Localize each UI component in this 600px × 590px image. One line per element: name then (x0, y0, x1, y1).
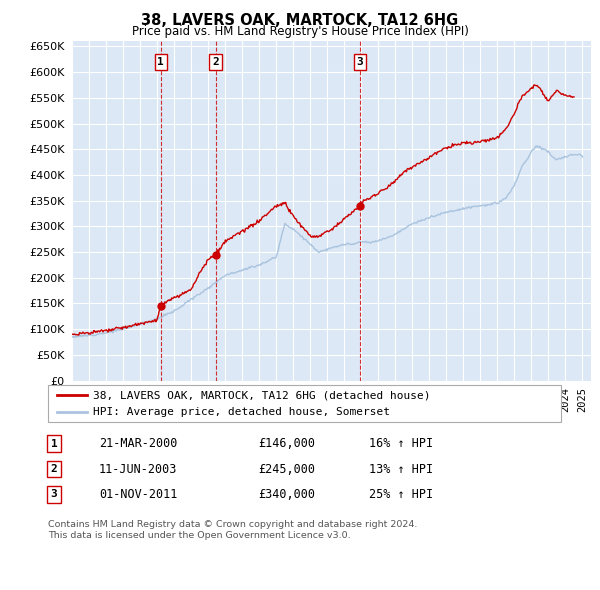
Text: 13% ↑ HPI: 13% ↑ HPI (369, 463, 433, 476)
Text: 01-NOV-2011: 01-NOV-2011 (99, 488, 178, 501)
Text: 3: 3 (356, 57, 363, 67)
Text: Price paid vs. HM Land Registry's House Price Index (HPI): Price paid vs. HM Land Registry's House … (131, 25, 469, 38)
Text: 1: 1 (157, 57, 164, 67)
Text: 16% ↑ HPI: 16% ↑ HPI (369, 437, 433, 450)
Text: This data is licensed under the Open Government Licence v3.0.: This data is licensed under the Open Gov… (48, 531, 350, 540)
Text: 11-JUN-2003: 11-JUN-2003 (99, 463, 178, 476)
Text: 38, LAVERS OAK, MARTOCK, TA12 6HG (detached house): 38, LAVERS OAK, MARTOCK, TA12 6HG (detac… (93, 390, 431, 400)
Text: 2: 2 (212, 57, 219, 67)
Text: 3: 3 (50, 490, 58, 499)
Text: 38, LAVERS OAK, MARTOCK, TA12 6HG: 38, LAVERS OAK, MARTOCK, TA12 6HG (142, 13, 458, 28)
Text: 21-MAR-2000: 21-MAR-2000 (99, 437, 178, 450)
Text: 1: 1 (50, 439, 58, 448)
Text: 25% ↑ HPI: 25% ↑ HPI (369, 488, 433, 501)
Text: Contains HM Land Registry data © Crown copyright and database right 2024.: Contains HM Land Registry data © Crown c… (48, 520, 418, 529)
Text: £245,000: £245,000 (258, 463, 315, 476)
Text: 2: 2 (50, 464, 58, 474)
Text: £340,000: £340,000 (258, 488, 315, 501)
Text: HPI: Average price, detached house, Somerset: HPI: Average price, detached house, Some… (93, 407, 390, 417)
Text: £146,000: £146,000 (258, 437, 315, 450)
